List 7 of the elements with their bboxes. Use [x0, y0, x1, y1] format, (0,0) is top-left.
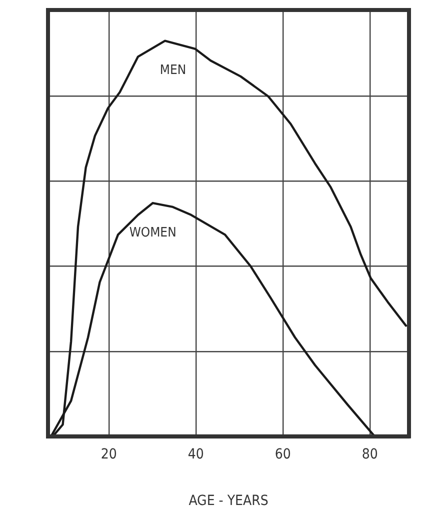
x-axis-title: AGE - YEARS [188, 493, 268, 510]
series-label: MEN [160, 63, 186, 78]
x-tick-label: 60 [274, 446, 291, 462]
x-tick-label: 20 [100, 446, 117, 462]
series-label: WOMEN [129, 225, 176, 240]
x-tick-label: 80 [362, 446, 378, 462]
x-tick-label: 40 [188, 446, 204, 462]
